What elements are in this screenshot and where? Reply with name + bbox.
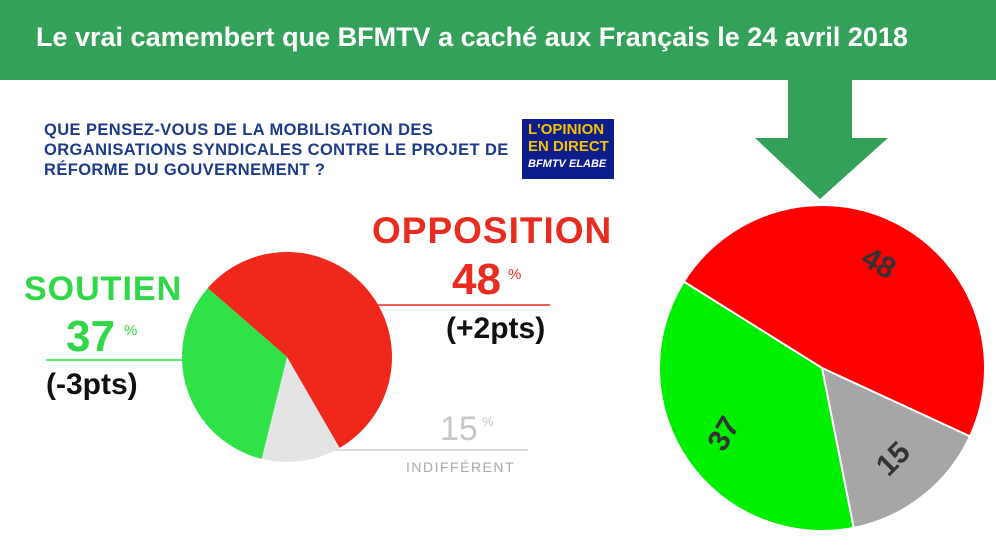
indifferent-percent-sign: % — [482, 414, 494, 429]
soutien-value: 37 — [66, 312, 115, 361]
soutien-percent-sign: % — [124, 322, 138, 339]
indifferent-value: 15 — [440, 410, 478, 448]
true-slice-37 — [658, 280, 855, 533]
bfmtv-slice-opposition — [207, 251, 393, 448]
true-slice-48 — [682, 204, 986, 438]
bfmtv-slice-indiffrent — [261, 357, 340, 462]
logo-line-3: BFMTV ELABE — [528, 158, 607, 170]
pie-chart-bfmtv — [182, 251, 393, 462]
bfmtv-logo: L'OPINION EN DIRECT BFMTV ELABE — [522, 119, 614, 179]
bfmtv-slice-soutien — [182, 288, 287, 459]
title-banner: Le vrai camembert que BFMTV a caché aux … — [0, 0, 996, 80]
true-slice-15 — [820, 366, 972, 530]
poll-question: QUE PENSEZ-VOUS DE LA MOBILISATION DES O… — [44, 121, 509, 179]
opposition-title: OPPOSITION — [372, 210, 613, 251]
soutien-delta: (-3pts) — [46, 368, 138, 401]
opposition-value: 48 — [452, 255, 501, 304]
down-arrow-icon — [755, 80, 888, 199]
logo-line-2: EN DIRECT — [528, 138, 609, 155]
logo-line-1: L'OPINION — [528, 121, 605, 138]
indifferent-title: INDIFFÉRENT — [406, 459, 516, 475]
banner-title: Le vrai camembert que BFMTV a caché aux … — [36, 22, 908, 52]
opposition-percent-sign: % — [508, 266, 522, 283]
soutien-title: SOUTIEN — [24, 270, 183, 308]
opposition-delta: (+2pts) — [446, 312, 546, 345]
